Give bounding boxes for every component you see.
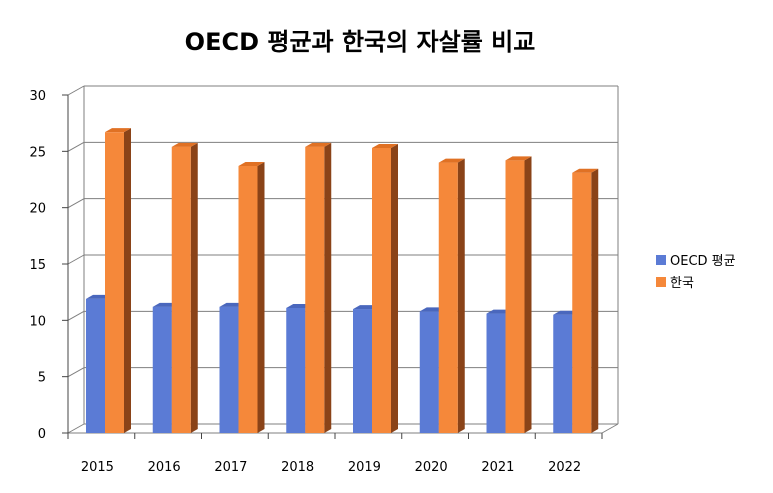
bar-korea (305, 142, 332, 433)
bar-korea (438, 158, 465, 433)
bar-top (105, 128, 131, 133)
bar-side (257, 161, 265, 434)
bar-korea (505, 156, 532, 433)
legend-label-oecd: OECD 평균 (670, 254, 736, 269)
axes: 0 5 10 15 20 25 30 2015 2016 2017 2018 2019 2020 2021… (29, 89, 603, 475)
bar-front (486, 313, 506, 433)
bar-front (353, 309, 372, 433)
bar-front (86, 298, 105, 433)
floor-right-edge (601, 423, 619, 434)
bar-side (391, 143, 398, 433)
bar-front (238, 165, 258, 434)
bar-front (305, 146, 325, 433)
bars (86, 128, 599, 434)
chart-title: OECD 평균과 한국의 자살률 비교 (184, 28, 536, 56)
bar-front (171, 146, 191, 433)
y-tick-label: 30 (29, 89, 46, 104)
bar-front (372, 147, 391, 433)
bar-side (524, 156, 532, 433)
bar-front (286, 307, 306, 433)
y-tick-label: 20 (29, 202, 46, 217)
bar-top (305, 142, 332, 147)
legend-swatch-korea (656, 277, 666, 287)
legend-swatch-oecd (656, 255, 666, 265)
bar-front (553, 314, 573, 433)
x-tick-label: 2017 (214, 460, 247, 475)
gridline-depth (67, 423, 85, 434)
bar-front (152, 306, 172, 433)
bar-side (324, 142, 332, 433)
y-tick-label: 10 (29, 314, 46, 329)
bar-side (591, 168, 599, 434)
bar-front (219, 306, 239, 433)
bar-side (124, 128, 131, 433)
x-tick-label: 2016 (148, 460, 181, 475)
bar-korea (238, 161, 265, 434)
bar-korea (171, 142, 198, 433)
gridline-depth (67, 198, 85, 209)
y-tick-label: 5 (38, 371, 46, 386)
gridlines (67, 85, 619, 434)
bar-korea (105, 128, 131, 433)
x-tick-label: 2018 (281, 460, 314, 475)
bar-top (238, 161, 265, 166)
bar-side (190, 142, 198, 433)
y-tick-label: 15 (29, 258, 46, 273)
x-tick-label: 2021 (481, 460, 514, 475)
x-tick-label: 2019 (348, 460, 381, 475)
x-tick-label: 2015 (81, 460, 114, 475)
bar-front (505, 160, 525, 433)
bar-front (105, 132, 124, 433)
bar-top (505, 156, 532, 161)
gridline-depth (67, 254, 85, 265)
bar-side (457, 158, 465, 433)
bar-front (419, 311, 439, 433)
gridline-depth (67, 85, 85, 96)
y-tick-label: 25 (29, 145, 46, 160)
gridline-depth (67, 310, 85, 321)
gridline-depth (67, 141, 85, 152)
y-tick-label: 0 (38, 427, 46, 442)
bar-front (438, 162, 458, 433)
bar-top (372, 143, 398, 148)
bar-front (572, 172, 592, 434)
bar-korea (572, 168, 599, 434)
bar-top (171, 142, 198, 147)
gridline-depth (67, 367, 85, 378)
bar-top (572, 168, 599, 173)
x-tick-label: 2020 (415, 460, 448, 475)
bar-top (438, 158, 465, 163)
legend-label-korea: 한국 (670, 276, 694, 291)
bar-korea (372, 143, 398, 433)
x-tick-label: 2022 (548, 460, 581, 475)
